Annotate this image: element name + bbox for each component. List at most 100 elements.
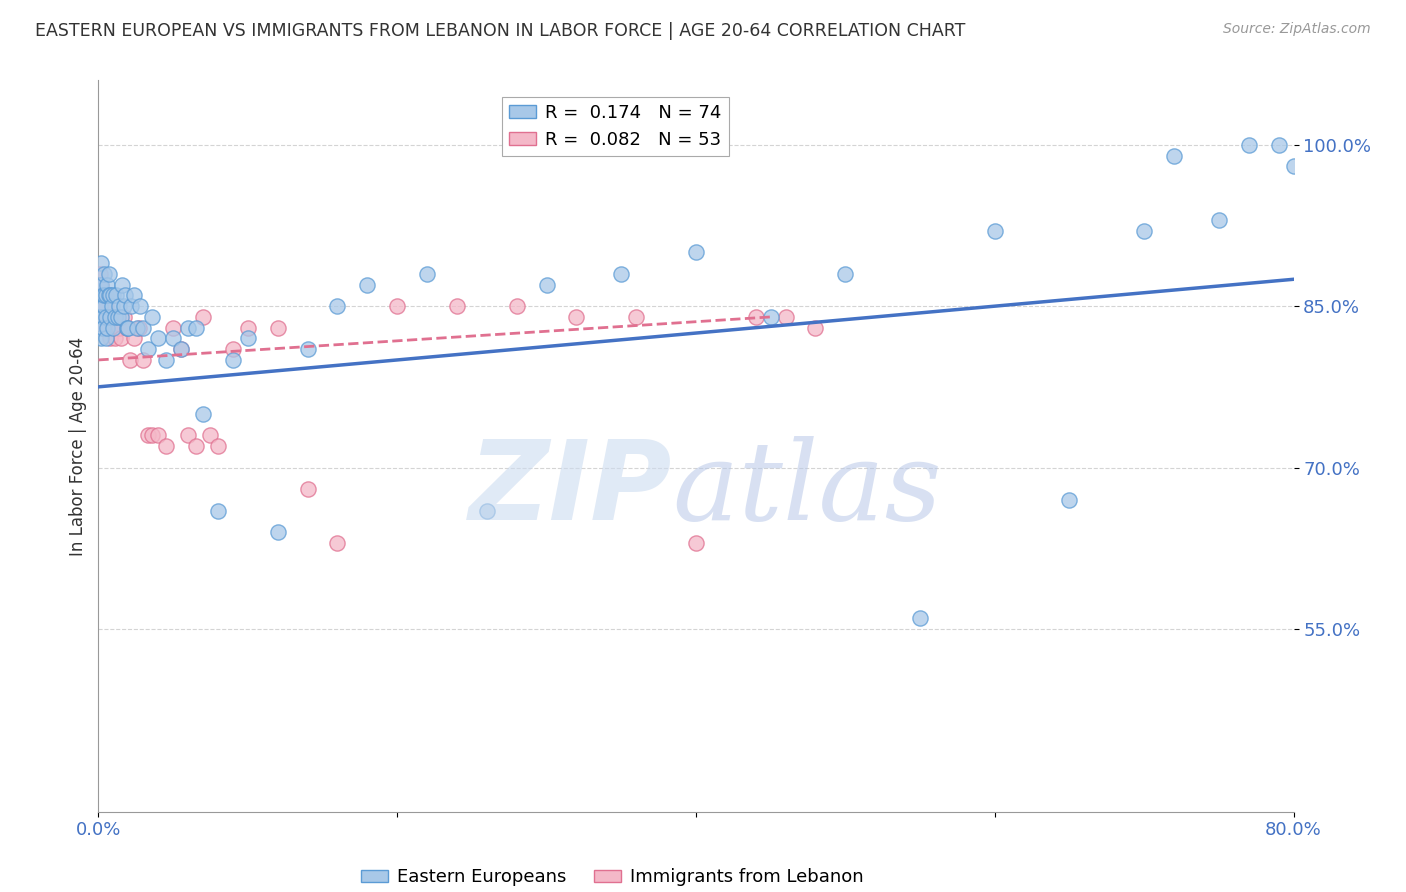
Point bbox=[108, 320, 131, 334]
Point bbox=[326, 299, 349, 313]
Point bbox=[96, 320, 118, 334]
Point bbox=[1298, 600, 1320, 615]
Point bbox=[236, 331, 259, 345]
Point bbox=[94, 310, 117, 324]
Point bbox=[759, 310, 782, 324]
Point bbox=[1208, 213, 1230, 227]
Point bbox=[94, 288, 117, 302]
Point bbox=[91, 310, 114, 324]
Point bbox=[120, 299, 142, 313]
Point bbox=[834, 267, 856, 281]
Point bbox=[475, 503, 498, 517]
Point bbox=[267, 320, 290, 334]
Point bbox=[177, 428, 200, 442]
Point bbox=[89, 277, 111, 292]
Point bbox=[107, 310, 129, 324]
Point bbox=[103, 320, 125, 334]
Point bbox=[1059, 492, 1081, 507]
Point bbox=[685, 536, 707, 550]
Point bbox=[91, 288, 114, 302]
Point bbox=[90, 299, 112, 313]
Point bbox=[98, 331, 122, 345]
Point bbox=[103, 320, 125, 334]
Point bbox=[222, 342, 245, 356]
Point bbox=[162, 331, 184, 345]
Point bbox=[297, 482, 319, 496]
Point bbox=[90, 331, 112, 345]
Point bbox=[908, 611, 931, 625]
Point bbox=[129, 299, 152, 313]
Point bbox=[89, 310, 111, 324]
Point bbox=[91, 310, 114, 324]
Point bbox=[127, 320, 149, 334]
Point bbox=[96, 310, 118, 324]
Point bbox=[267, 524, 290, 539]
Point bbox=[101, 310, 124, 324]
Point bbox=[236, 320, 259, 334]
Point bbox=[141, 310, 163, 324]
Point bbox=[184, 320, 207, 334]
Point bbox=[93, 267, 115, 281]
Point bbox=[90, 277, 112, 292]
Point bbox=[111, 277, 134, 292]
Point bbox=[110, 310, 132, 324]
Point bbox=[222, 353, 245, 368]
Point bbox=[90, 256, 112, 270]
Point bbox=[297, 342, 319, 356]
Point bbox=[983, 224, 1005, 238]
Point bbox=[416, 267, 439, 281]
Point bbox=[385, 299, 409, 313]
Point bbox=[191, 310, 214, 324]
Point bbox=[141, 428, 163, 442]
Text: ZIP: ZIP bbox=[468, 436, 672, 543]
Point bbox=[745, 310, 768, 324]
Point bbox=[89, 299, 111, 313]
Point bbox=[148, 331, 170, 345]
Point bbox=[98, 288, 122, 302]
Point bbox=[506, 299, 529, 313]
Y-axis label: In Labor Force | Age 20-64: In Labor Force | Age 20-64 bbox=[69, 336, 87, 556]
Point bbox=[97, 267, 120, 281]
Point bbox=[103, 288, 125, 302]
Point bbox=[91, 288, 114, 302]
Point bbox=[169, 342, 191, 356]
Point bbox=[1267, 137, 1289, 152]
Point bbox=[118, 353, 141, 368]
Point bbox=[148, 428, 170, 442]
Point bbox=[136, 342, 159, 356]
Point bbox=[104, 331, 127, 345]
Point bbox=[128, 320, 150, 334]
Point bbox=[1312, 611, 1334, 625]
Point bbox=[93, 320, 115, 334]
Point bbox=[112, 299, 135, 313]
Point bbox=[114, 288, 136, 302]
Point bbox=[90, 277, 112, 292]
Point bbox=[94, 331, 117, 345]
Point bbox=[112, 310, 135, 324]
Point bbox=[90, 310, 112, 324]
Point bbox=[105, 288, 128, 302]
Point bbox=[97, 288, 120, 302]
Point bbox=[155, 439, 177, 453]
Point bbox=[93, 299, 115, 313]
Point bbox=[207, 439, 229, 453]
Point bbox=[94, 320, 117, 334]
Point bbox=[105, 310, 128, 324]
Point bbox=[191, 407, 214, 421]
Point bbox=[91, 320, 114, 334]
Point bbox=[1237, 137, 1260, 152]
Point bbox=[117, 320, 139, 334]
Point bbox=[155, 353, 177, 368]
Point bbox=[610, 267, 633, 281]
Point bbox=[97, 320, 120, 334]
Point bbox=[200, 428, 222, 442]
Point bbox=[207, 503, 229, 517]
Point bbox=[1163, 148, 1185, 162]
Point bbox=[124, 288, 146, 302]
Point bbox=[98, 310, 122, 324]
Point bbox=[115, 320, 138, 334]
Point bbox=[536, 277, 558, 292]
Point bbox=[177, 320, 200, 334]
Point bbox=[446, 299, 468, 313]
Point bbox=[89, 277, 111, 292]
